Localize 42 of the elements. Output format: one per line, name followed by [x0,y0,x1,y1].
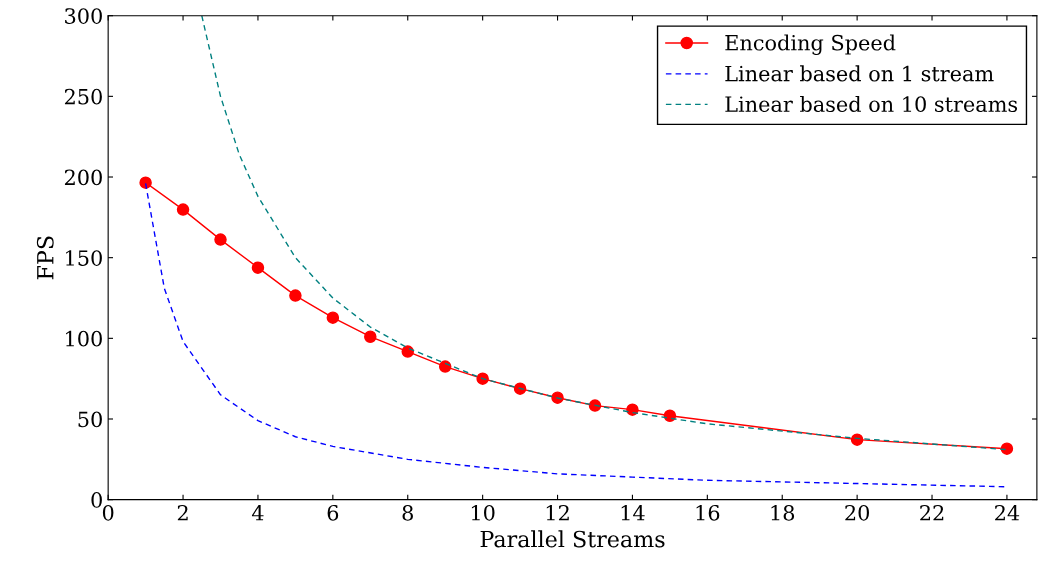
point [401,345,414,358]
point [289,289,302,302]
point [214,233,227,246]
point [364,330,377,343]
y-tick-label: 50 [78,411,102,428]
x-tick-label: 18 [771,504,795,521]
legend-label: Linear based on 10 streams [725,95,1018,113]
y-tick-label: 200 [64,169,102,186]
point [626,403,639,416]
y-tick-label: 150 [66,250,102,266]
point [326,311,340,324]
x-tick-label: 0 [102,504,114,521]
point [251,261,265,274]
point [476,372,489,385]
x-axis-title: Parallel Streams [480,530,665,548]
x-tick-label: 10 [471,504,495,521]
y-axis-title: FPS [36,236,54,280]
x-tick-label: 14 [621,504,645,521]
y-tick-label: 300 [65,8,102,24]
x-tick-label: 24 [995,504,1020,521]
x-tick-label: 2 [177,504,188,521]
x-tick-label: 8 [402,504,413,521]
point [588,399,602,412]
y-tick-label: 100 [66,330,102,347]
x-tick-label: 12 [546,504,569,521]
point [513,382,527,395]
point [663,409,677,423]
x-tick-label: 22 [920,504,944,521]
x-tick-label: 16 [696,504,720,521]
point [1000,442,1014,455]
point [850,433,864,446]
legend-label: Encoding Speed [725,34,896,55]
x-tick-label: 4 [251,504,264,521]
y-tick-label: 0 [91,492,102,508]
point [139,176,152,189]
x-tick-label: 20 [845,504,869,521]
point [176,203,190,216]
legend-label: Linear based on 1 stream [725,65,994,82]
x-tick-label: 6 [327,504,339,521]
point [438,360,452,373]
y-tick-label: 250 [64,88,102,105]
point [551,391,564,404]
